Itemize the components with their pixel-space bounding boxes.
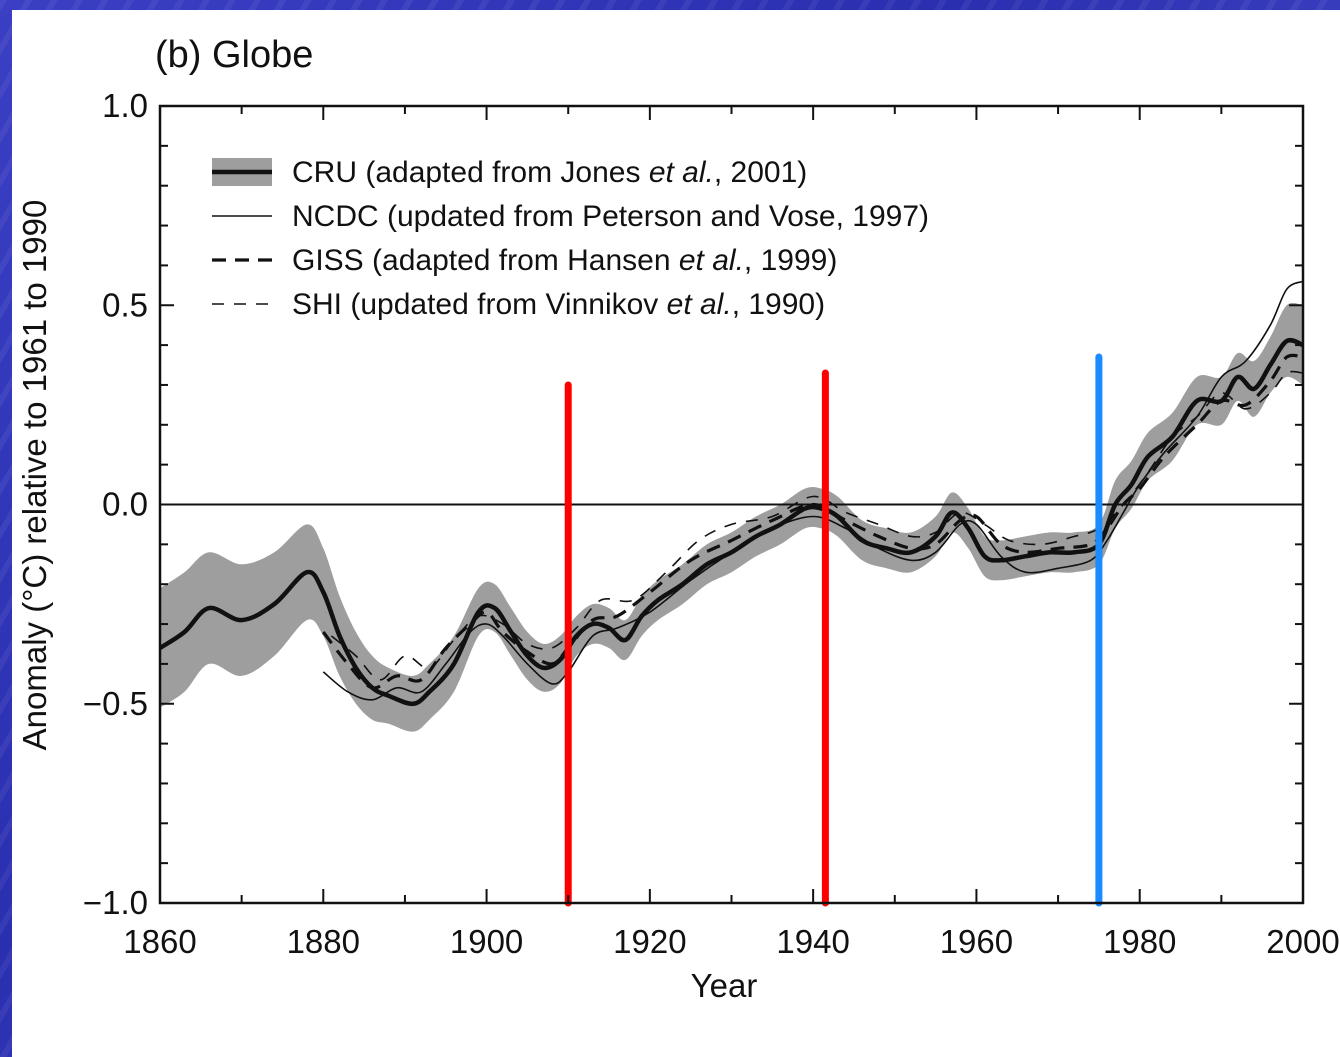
legend-entry: CRU (adapted from Jones et al., 2001) [292,156,807,189]
cru-uncertainty-band [160,302,1303,732]
x-tick-label: 1920 [613,923,686,960]
x-tick-label: 1960 [940,923,1013,960]
series-line-ncdc [322,280,1303,701]
axes: 1860 1880 1900 1920 1940 1960 1980 2000 1.0 0.5 0.… [83,87,1340,960]
x-tick-label: 1980 [1103,923,1176,960]
legend-entry: NCDC (updated from Peterson and Vose, 19… [292,200,929,233]
y-tick-label: −1.0 [83,884,148,921]
legend-entry: SHI (updated from Vinnikov et al., 1990) [292,288,825,321]
series-line-cru [160,337,1303,707]
y-axis-label: Anomaly (°C) relative to 1961 to 1990 [16,200,53,751]
y-tick-label: −0.5 [83,685,148,722]
chart-title: (b) Globe [155,34,313,76]
x-axis-label: Year [691,967,758,1004]
legend-entry: GISS (adapted from Hansen et al., 1999) [292,244,837,277]
x-tick-label: 1880 [287,923,360,960]
y-tick-label: 1.0 [102,87,148,124]
legend: CRU (adapted from Jones et al., 2001) NCD… [212,156,929,321]
plot-area [160,280,1303,907]
y-tick-label: 0.5 [102,286,148,323]
x-tick-label: 1860 [123,923,196,960]
x-tick-label: 1900 [450,923,523,960]
y-tick-label: 0.0 [102,486,148,523]
x-tick-label: 1940 [776,923,849,960]
x-tick-label: 2000 [1266,923,1339,960]
